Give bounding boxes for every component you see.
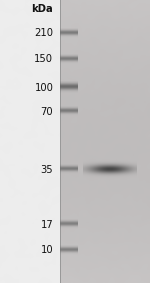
Text: 17: 17 bbox=[40, 220, 53, 230]
Text: 100: 100 bbox=[34, 83, 53, 93]
Text: 210: 210 bbox=[34, 28, 53, 38]
Text: kDa: kDa bbox=[32, 4, 53, 14]
Text: 10: 10 bbox=[41, 245, 53, 256]
Text: 70: 70 bbox=[41, 107, 53, 117]
Text: 150: 150 bbox=[34, 54, 53, 65]
Text: 35: 35 bbox=[41, 165, 53, 175]
